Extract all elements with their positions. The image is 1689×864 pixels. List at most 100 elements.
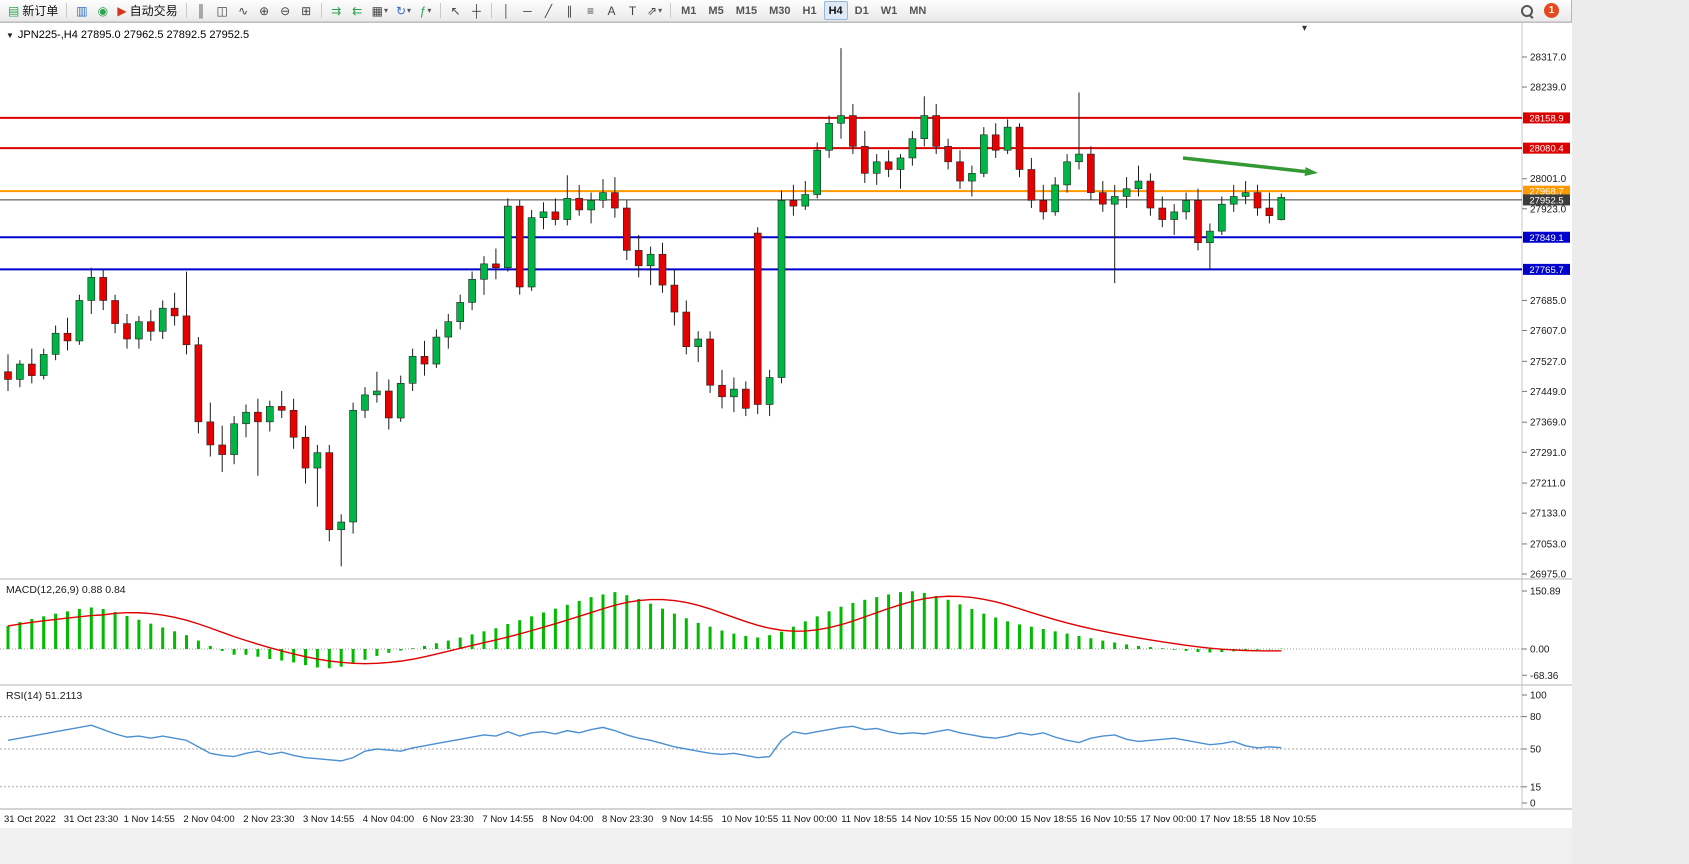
svg-text:15 Nov 00:00: 15 Nov 00:00 [961, 814, 1018, 825]
time-axis[interactable]: 31 Oct 2022 31 Oct 23:30 1 Nov 14:55 2 Nov … [4, 814, 1316, 825]
svg-text:27685.0: 27685.0 [1530, 296, 1567, 307]
text-icon: A [607, 3, 616, 18]
mt4-window: ▤ 新订单 ▥ ◉ ▶ 自动交易 ║ ◫ ∿ ⊕ ⊖ ⊞ ⇉ ⇇ ▦ ▾ ↻ ▾ ƒ ▾ ↖ ┼ │ ─ ╱ ∥ ≡ A T ⇗ ▾ M1 M5… [0, 0, 1572, 864]
svg-text:2 Nov 23:30: 2 Nov 23:30 [243, 814, 294, 825]
text-button[interactable]: A [602, 1, 621, 20]
candlestick-series [4, 48, 1286, 567]
price-chart-svg[interactable]: MACD(12,26,9) 0.88 0.84 RSI(14) 51.2113 15… [0, 23, 1572, 829]
bar-chart-type-button[interactable]: ║ [192, 1, 211, 20]
timeframe-m1-button[interactable]: M1 [681, 4, 697, 17]
chart-shift-button[interactable]: ⇇ [348, 1, 367, 20]
svg-text:0: 0 [1530, 799, 1536, 810]
zoom-in-button[interactable]: ⊕ [255, 1, 274, 20]
svg-text:RSI(14) 51.2113: RSI(14) 51.2113 [6, 690, 82, 702]
chevron-down-icon: ▾ [383, 6, 388, 15]
tile-windows-button[interactable]: ⊞ [297, 1, 316, 20]
timeframe-m5-button[interactable]: M5 [708, 4, 724, 17]
crosshair-button[interactable]: ┼ [467, 1, 486, 20]
svg-text:2 Nov 04:00: 2 Nov 04:00 [183, 814, 234, 825]
svg-text:27849.1: 27849.1 [1529, 233, 1563, 244]
chart-caret-icon[interactable]: ▾ [1302, 23, 1308, 34]
trendline-button[interactable]: ╱ [539, 1, 558, 20]
main-toolbar: ▤ 新订单 ▥ ◉ ▶ 自动交易 ║ ◫ ∿ ⊕ ⊖ ⊞ ⇉ ⇇ ▦ ▾ ↻ ▾ ƒ ▾ ↖ ┼ │ ─ ╱ ∥ ≡ A T ⇗ ▾ M1 M5… [0, 0, 1571, 22]
search-button[interactable] [1516, 1, 1537, 20]
charts-window-button[interactable]: ▥ [72, 1, 91, 20]
indicators-button[interactable]: ƒ ▾ [416, 1, 435, 20]
svg-text:6 Nov 23:30: 6 Nov 23:30 [423, 814, 474, 825]
svg-text:27211.0: 27211.0 [1530, 479, 1566, 490]
timeframe-m15-button[interactable]: M15 [735, 4, 758, 17]
new-chart-button[interactable]: ▦ ▾ [369, 1, 391, 20]
svg-text:15: 15 [1530, 782, 1542, 793]
price-axis[interactable]: 150.89 0.00 -68.36 100 80 50 15 0 28317.0 28239.0… [1522, 53, 1570, 810]
svg-text:9 Nov 14:55: 9 Nov 14:55 [662, 814, 713, 825]
timeframe-h4-button[interactable]: H4 [823, 1, 848, 20]
svg-text:4 Nov 04:00: 4 Nov 04:00 [363, 814, 414, 825]
bottom-strip [0, 828, 1572, 864]
trend-arrow[interactable] [1182, 156, 1318, 177]
line-chart-type-icon: ∿ [238, 3, 249, 18]
zoom-out-button[interactable]: ⊖ [276, 1, 295, 20]
svg-text:28158.9: 28158.9 [1529, 113, 1563, 124]
timeframe-h1-button[interactable]: H1 [802, 4, 817, 17]
svg-text:14 Nov 10:55: 14 Nov 10:55 [901, 814, 958, 825]
svg-text:28001.0: 28001.0 [1530, 174, 1567, 185]
toolbar-separator [440, 3, 442, 18]
timeframe-d1-button[interactable]: D1 [854, 4, 869, 17]
svg-text:28239.0: 28239.0 [1530, 83, 1567, 94]
svg-text:150.89: 150.89 [1530, 586, 1561, 597]
horizontal-line-button[interactable]: ─ [518, 1, 537, 20]
svg-text:15 Nov 18:55: 15 Nov 18:55 [1021, 814, 1078, 825]
svg-text:0.00: 0.00 [1530, 645, 1550, 656]
svg-text:11 Nov 18:55: 11 Nov 18:55 [841, 814, 897, 825]
svg-text:28317.0: 28317.0 [1530, 53, 1567, 64]
chevron-down-icon: ▾ [427, 6, 432, 15]
candlestick-type-button[interactable]: ◫ [213, 1, 232, 20]
autotrade-button-label: 自动交易 [129, 4, 178, 18]
chart-symbol-ohlc: ▼ JPN225-,H4 27895.0 27962.5 27892.5 279… [6, 29, 249, 41]
collapse-triangle-icon[interactable]: ▼ [6, 30, 14, 40]
svg-text:27053.0: 27053.0 [1530, 539, 1567, 550]
charts-window-icon: ▥ [76, 3, 88, 18]
svg-text:17 Nov 18:55: 17 Nov 18:55 [1200, 814, 1257, 825]
svg-text:28080.4: 28080.4 [1529, 144, 1563, 155]
auto-scroll-button[interactable]: ⇉ [327, 1, 346, 20]
svg-text:27291.0: 27291.0 [1530, 448, 1567, 459]
market-watch-button[interactable]: ◉ [93, 1, 112, 20]
channel-button[interactable]: ∥ [560, 1, 579, 20]
chart-canvas[interactable]: MACD(12,26,9) 0.88 0.84 RSI(14) 51.2113 15… [0, 22, 1572, 828]
svg-text:80: 80 [1530, 712, 1542, 723]
pane-separators [0, 23, 1572, 810]
timeframe-mn-button[interactable]: MN [909, 4, 927, 17]
arrows-tool-button[interactable]: ⇗ ▾ [644, 1, 665, 20]
svg-text:-68.36: -68.36 [1530, 671, 1559, 682]
timeframe-w1-button[interactable]: W1 [880, 4, 898, 17]
toolbar-separator [320, 3, 322, 18]
svg-text:17 Nov 00:00: 17 Nov 00:00 [1140, 814, 1197, 825]
notification-badge[interactable]: 1 [1544, 3, 1559, 18]
macd-pane: MACD(12,26,9) 0.88 0.84 [0, 584, 1522, 669]
cursor-icon: ↖ [450, 3, 461, 18]
svg-text:1 Nov 14:55: 1 Nov 14:55 [124, 814, 175, 825]
bar-chart-type-icon: ║ [196, 3, 206, 18]
autotrade-button[interactable]: ▶ 自动交易 [114, 1, 180, 20]
profiles-button[interactable]: ↻ ▾ [393, 1, 414, 20]
cursor-button[interactable]: ↖ [446, 1, 465, 20]
new-order-icon: ▤ [8, 3, 20, 18]
zoom-in-icon: ⊕ [259, 3, 270, 18]
new-order-button-label: 新订单 [22, 4, 59, 18]
line-chart-type-button[interactable]: ∿ [234, 1, 253, 20]
svg-text:8 Nov 04:00: 8 Nov 04:00 [542, 814, 593, 825]
label-button[interactable]: T [623, 1, 642, 20]
timeframe-m30-button[interactable]: M30 [769, 4, 791, 17]
market-watch-icon: ◉ [97, 3, 109, 18]
new-order-button[interactable]: ▤ 新订单 [5, 1, 61, 20]
svg-text:3 Nov 14:55: 3 Nov 14:55 [303, 814, 354, 825]
svg-text:MACD(12,26,9) 0.88 0.84: MACD(12,26,9) 0.88 0.84 [6, 584, 126, 596]
svg-text:27133.0: 27133.0 [1530, 509, 1567, 520]
indicators-icon: ƒ [419, 3, 427, 18]
new-chart-icon: ▦ [371, 3, 383, 18]
crosshair-icon: ┼ [472, 3, 481, 18]
vertical-line-button[interactable]: │ [497, 1, 516, 20]
fibonacci-button[interactable]: ≡ [581, 1, 600, 20]
